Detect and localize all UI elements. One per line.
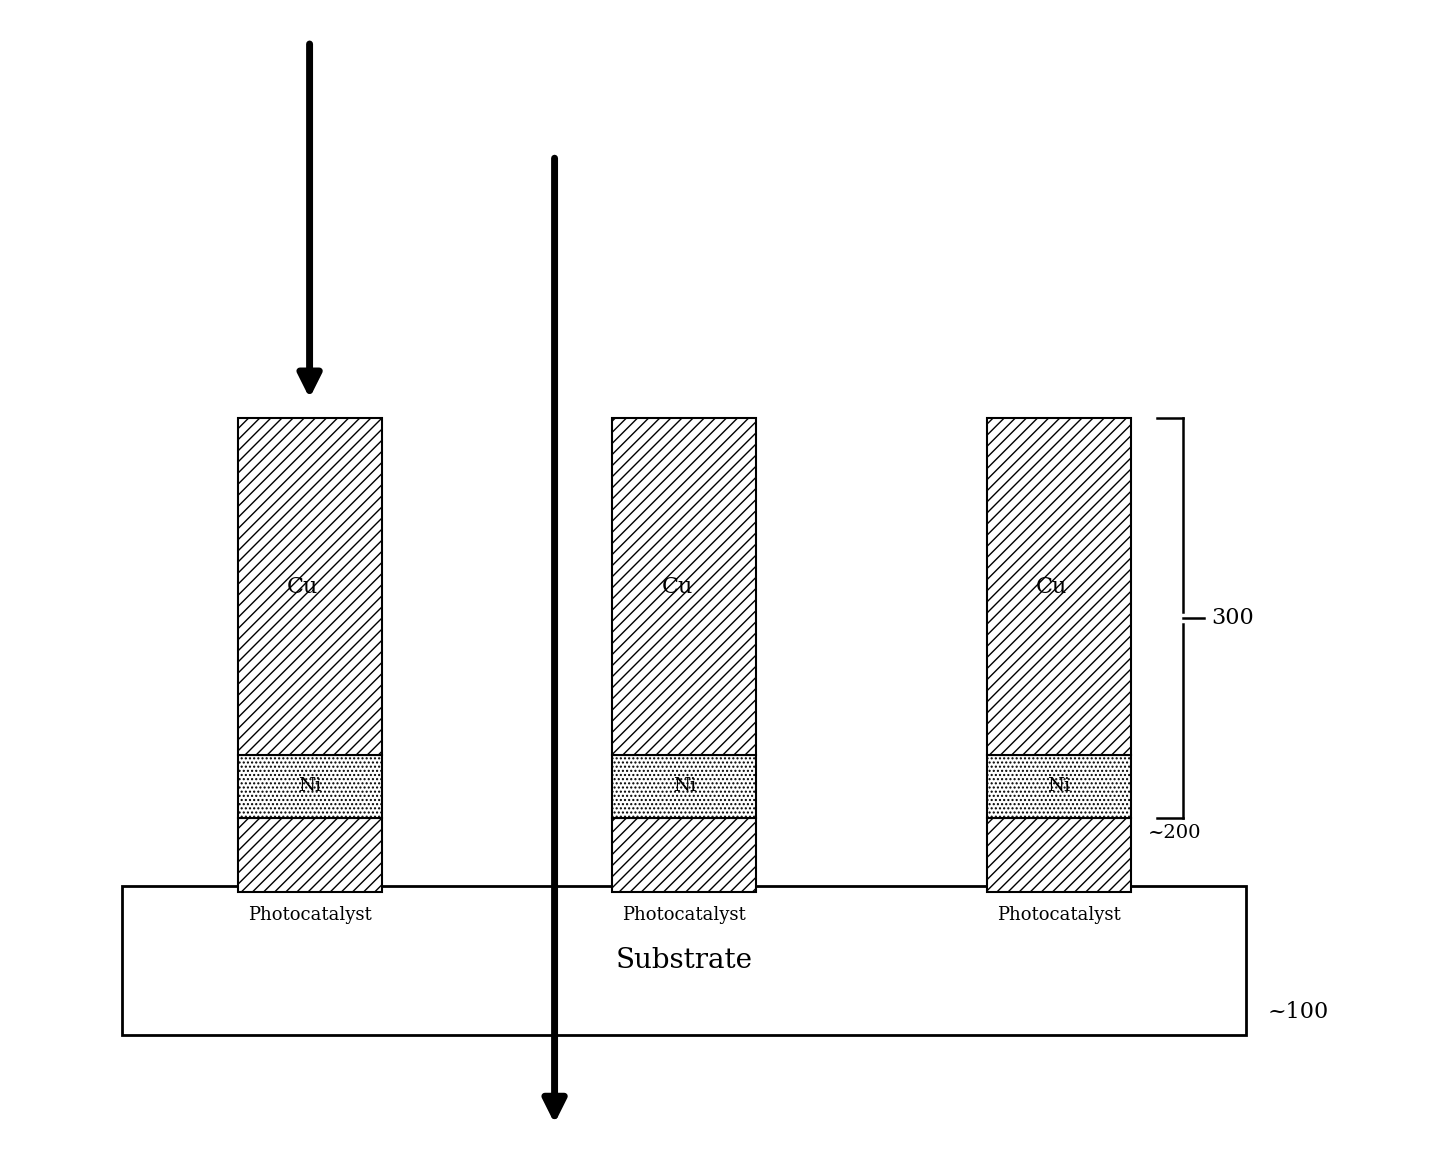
- Text: ~200: ~200: [1148, 823, 1202, 842]
- Bar: [986, 755, 1131, 817]
- Text: Cu: Cu: [1036, 576, 1068, 598]
- Bar: [237, 755, 381, 817]
- Bar: [613, 817, 757, 892]
- Bar: [237, 817, 381, 892]
- Text: Photocatalyst: Photocatalyst: [997, 906, 1120, 924]
- Text: Cu: Cu: [287, 576, 319, 598]
- Text: Substrate: Substrate: [615, 947, 752, 975]
- Bar: [613, 755, 757, 817]
- Bar: [613, 418, 757, 755]
- Text: 300: 300: [1211, 607, 1254, 629]
- Text: Cu: Cu: [662, 576, 693, 598]
- Text: Photocatalyst: Photocatalyst: [247, 906, 371, 924]
- Text: Ni: Ni: [298, 778, 322, 795]
- Bar: [237, 418, 381, 755]
- Text: Ni: Ni: [672, 778, 695, 795]
- Bar: [986, 418, 1131, 755]
- Text: Photocatalyst: Photocatalyst: [623, 906, 746, 924]
- Text: Ni: Ni: [1048, 778, 1071, 795]
- Bar: [986, 817, 1131, 892]
- Text: ~100: ~100: [1267, 1001, 1330, 1023]
- Bar: [122, 887, 1247, 1035]
